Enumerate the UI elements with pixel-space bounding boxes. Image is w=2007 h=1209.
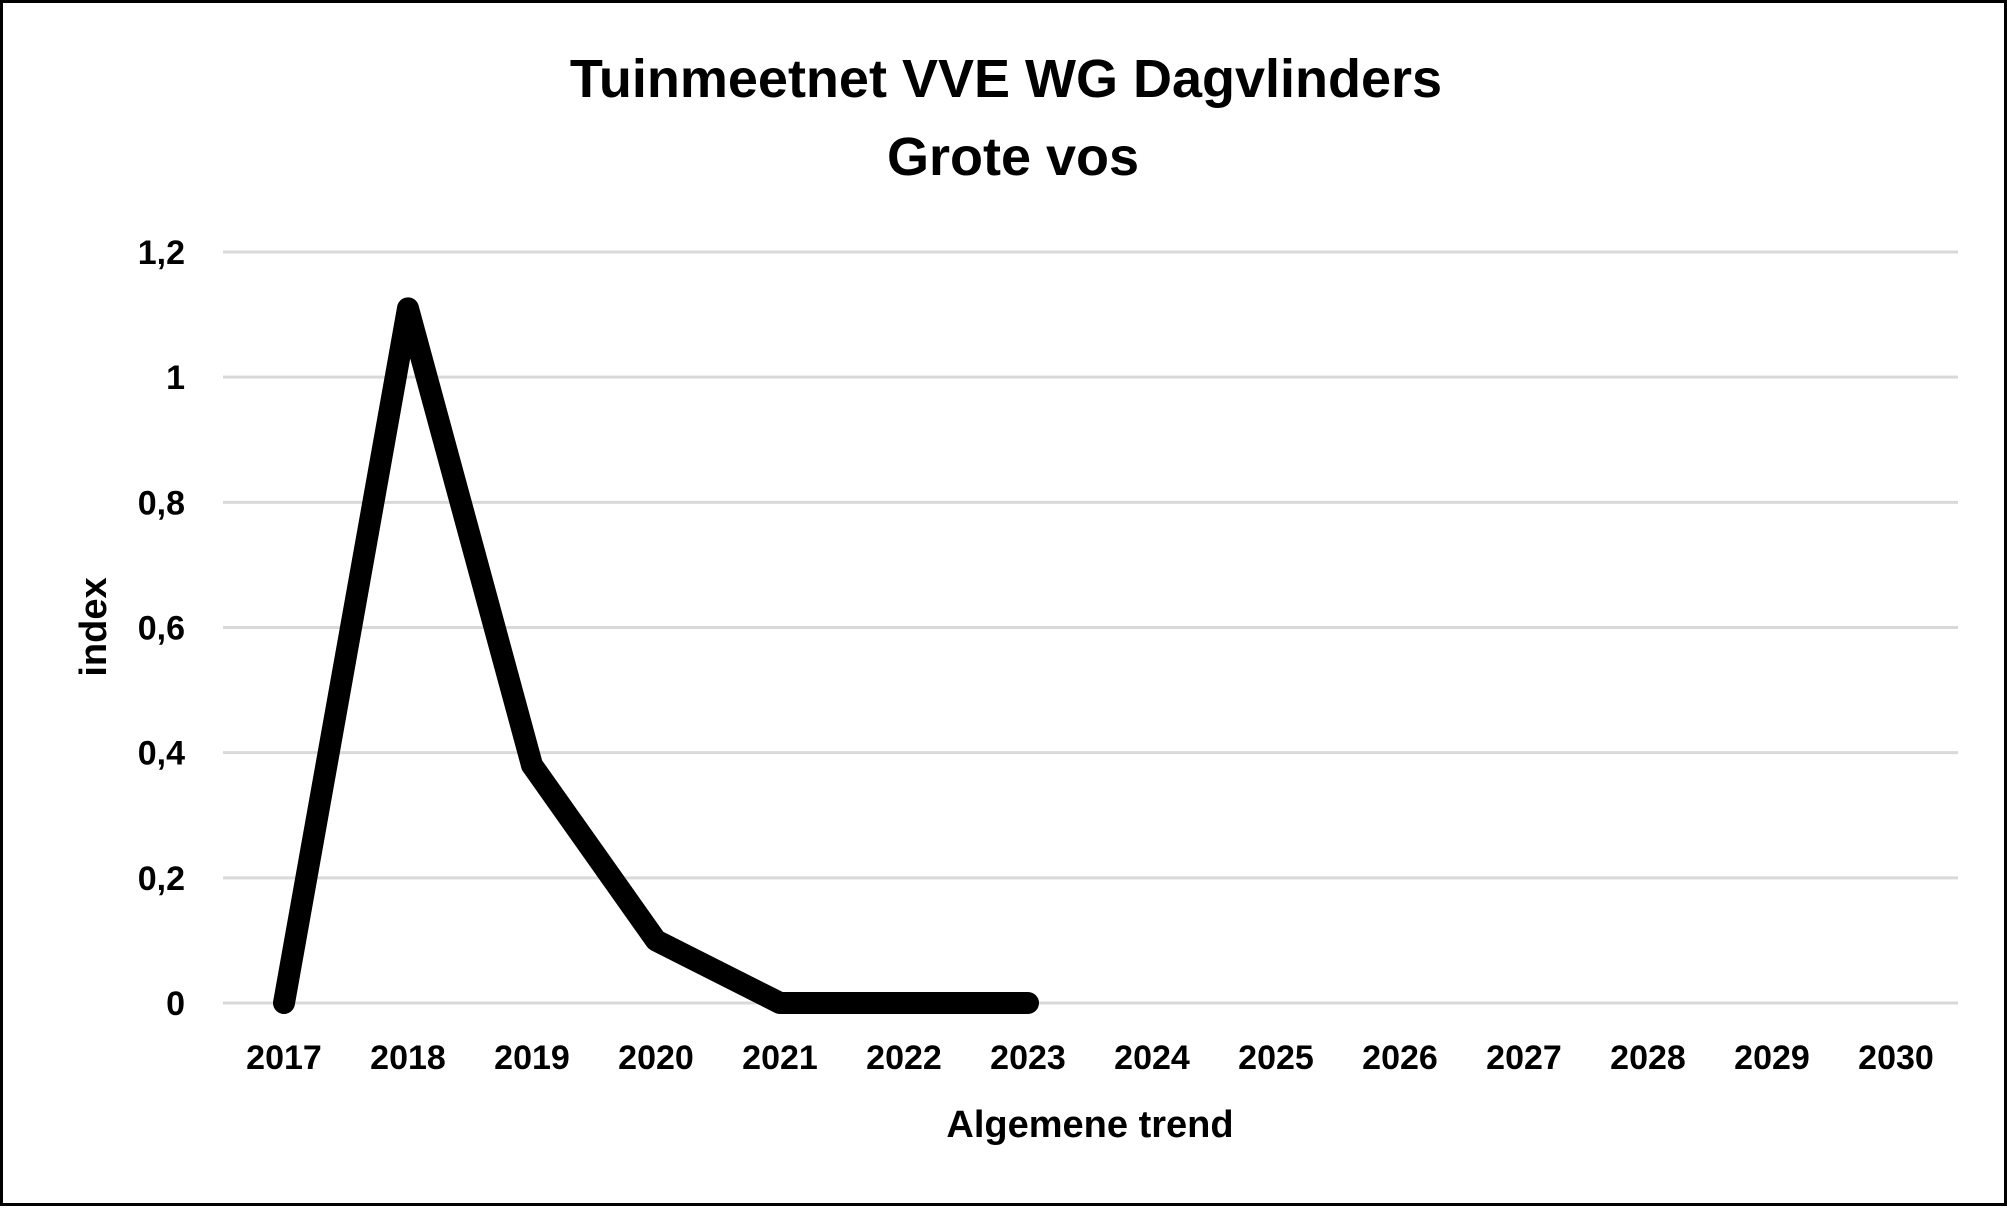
y-tick-label: 0,2 — [138, 860, 185, 898]
data-point — [903, 1002, 905, 1004]
line-chart: Tuinmeetnet VVE WG Dagvlinders Grote vos… — [73, 49, 1958, 1146]
y-axis-title: index — [73, 577, 115, 676]
x-axis-tick-labels: 2017 2018 2019 2020 2021 2022 2023 2024 2025 2026… — [246, 1039, 1934, 1077]
y-tick-label: 0 — [166, 985, 185, 1023]
data-point — [655, 939, 657, 942]
y-tick-label: 1 — [166, 359, 185, 397]
data-point — [779, 1002, 781, 1004]
data-point — [531, 764, 533, 767]
x-tick-label: 2028 — [1610, 1039, 1686, 1077]
y-tick-label: 0,4 — [138, 735, 185, 773]
x-tick-label: 2027 — [1486, 1039, 1562, 1077]
data-point — [1027, 1002, 1029, 1004]
x-axis-title: Algemene trend — [946, 1104, 1233, 1146]
x-tick-label: 2024 — [1114, 1039, 1190, 1077]
x-tick-label: 2019 — [494, 1039, 570, 1077]
x-tick-label: 2030 — [1858, 1039, 1934, 1077]
y-tick-label: 0,8 — [138, 484, 185, 522]
gridlines — [223, 250, 1958, 1005]
x-tick-label: 2020 — [618, 1039, 694, 1077]
series-line — [273, 297, 1039, 1014]
y-tick-label: 1,2 — [138, 234, 185, 272]
x-tick-label: 2029 — [1734, 1039, 1810, 1077]
chart-subtitle: Grote vos — [887, 127, 1139, 187]
data-point — [407, 307, 409, 310]
y-axis-tick-labels: 0 0,2 0,4 0,6 0,8 1 1,2 — [138, 234, 185, 1023]
series-layer — [273, 297, 1039, 1014]
x-tick-label: 2023 — [990, 1039, 1066, 1077]
x-tick-label: 2021 — [742, 1039, 818, 1077]
x-tick-label: 2017 — [246, 1039, 322, 1077]
x-tick-label: 2025 — [1238, 1039, 1314, 1077]
chart-title: Tuinmeetnet VVE WG Dagvlinders — [570, 49, 1442, 109]
x-tick-label: 2018 — [370, 1039, 446, 1077]
x-tick-label: 2022 — [866, 1039, 942, 1077]
x-tick-label: 2026 — [1362, 1039, 1438, 1077]
data-point — [283, 1002, 285, 1004]
y-tick-label: 0,6 — [138, 610, 185, 648]
